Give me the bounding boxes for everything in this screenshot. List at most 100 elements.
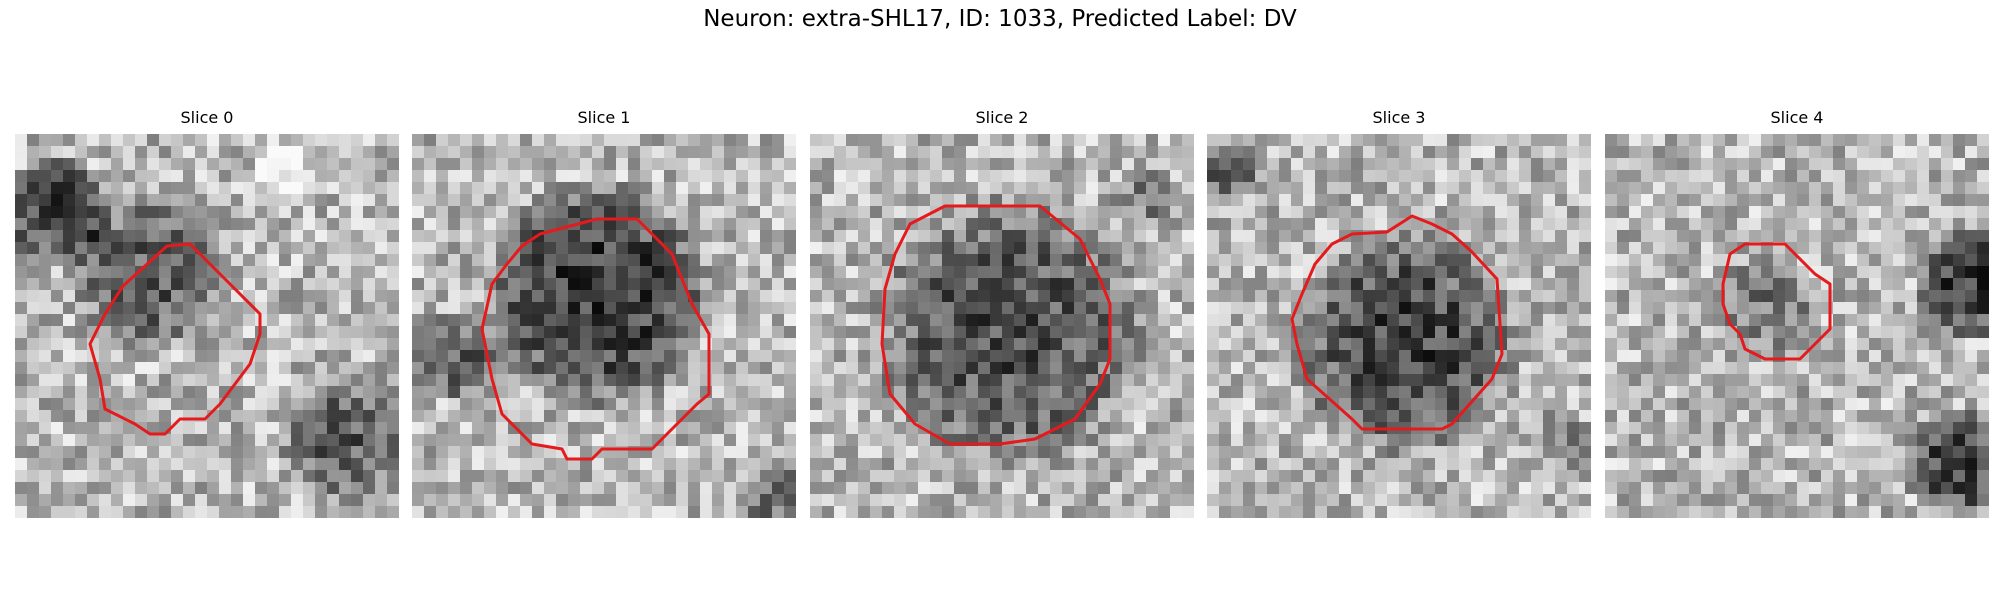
pixel	[1977, 314, 1989, 326]
pixel	[1713, 386, 1725, 398]
pixel	[111, 254, 123, 266]
pixel	[1399, 158, 1411, 170]
pixel	[1219, 182, 1231, 194]
pixel	[51, 254, 63, 266]
pixel	[1086, 242, 1098, 254]
pixel	[1905, 242, 1917, 254]
pixel	[183, 326, 195, 338]
pixel	[772, 314, 784, 326]
pixel	[700, 146, 712, 158]
pixel	[1519, 278, 1531, 290]
pixel	[1375, 326, 1387, 338]
pixel	[424, 434, 436, 446]
pixel	[1713, 182, 1725, 194]
pixel	[580, 242, 592, 254]
pixel	[147, 494, 159, 506]
pixel	[882, 170, 894, 182]
pixel	[1833, 170, 1845, 182]
pixel	[978, 242, 990, 254]
pixel	[664, 422, 676, 434]
pixel	[894, 434, 906, 446]
pixel	[183, 146, 195, 158]
pixel	[195, 422, 207, 434]
pixel	[412, 158, 424, 170]
pixel	[1797, 302, 1809, 314]
pixel	[412, 134, 424, 146]
pixel	[1255, 170, 1267, 182]
pixel	[1629, 194, 1641, 206]
pixel	[1531, 170, 1543, 182]
pixel	[171, 446, 183, 458]
pixel	[448, 218, 460, 230]
pixel	[1797, 422, 1809, 434]
pixel	[592, 350, 604, 362]
pixel	[1279, 398, 1291, 410]
pixel	[1929, 362, 1941, 374]
pixel	[1447, 434, 1459, 446]
pixel	[592, 482, 604, 494]
pixel	[664, 326, 676, 338]
pixel	[1014, 374, 1026, 386]
pixel	[1014, 386, 1026, 398]
pixel	[99, 242, 111, 254]
pixel	[1110, 290, 1122, 302]
pixel	[1327, 326, 1339, 338]
pixel	[544, 242, 556, 254]
pixel	[990, 446, 1002, 458]
pixel	[1567, 458, 1579, 470]
pixel	[1857, 302, 1869, 314]
pixel	[930, 230, 942, 242]
pixel	[1255, 194, 1267, 206]
pixel	[954, 134, 966, 146]
pixel	[1531, 422, 1543, 434]
pixel	[1785, 266, 1797, 278]
pixel	[1363, 302, 1375, 314]
pixel	[1555, 434, 1567, 446]
pixel	[1677, 158, 1689, 170]
pixel	[291, 386, 303, 398]
pixel	[1857, 290, 1869, 302]
pixel	[448, 482, 460, 494]
pixel	[1689, 266, 1701, 278]
pixel	[1845, 242, 1857, 254]
pixel	[1725, 446, 1737, 458]
pixel	[1579, 422, 1591, 434]
pixel	[1243, 242, 1255, 254]
pixel	[15, 470, 27, 482]
pixel	[279, 290, 291, 302]
pixel	[39, 158, 51, 170]
pixel	[616, 218, 628, 230]
pixel	[520, 398, 532, 410]
pixel	[1182, 422, 1194, 434]
pixel	[508, 170, 520, 182]
pixel	[1629, 170, 1641, 182]
pixel	[942, 242, 954, 254]
pixel	[1941, 314, 1953, 326]
pixel	[63, 314, 75, 326]
pixel	[1351, 470, 1363, 482]
pixel	[1857, 266, 1869, 278]
pixel	[1146, 506, 1158, 518]
pixel	[784, 398, 796, 410]
slice-title-0: Slice 0	[180, 108, 234, 127]
pixel	[894, 410, 906, 422]
pixel	[27, 386, 39, 398]
pixel	[676, 242, 688, 254]
pixel	[1315, 374, 1327, 386]
pixel	[1567, 362, 1579, 374]
pixel	[772, 350, 784, 362]
pixel	[1773, 386, 1785, 398]
pixel	[508, 230, 520, 242]
pixel	[652, 482, 664, 494]
pixel	[1893, 362, 1905, 374]
pixel	[784, 182, 796, 194]
pixel	[1881, 362, 1893, 374]
pixel	[748, 290, 760, 302]
pixel	[1749, 206, 1761, 218]
pixel	[870, 470, 882, 482]
pixel	[243, 482, 255, 494]
pixel	[375, 446, 387, 458]
pixel	[640, 326, 652, 338]
pixel	[1110, 206, 1122, 218]
pixel	[784, 278, 796, 290]
